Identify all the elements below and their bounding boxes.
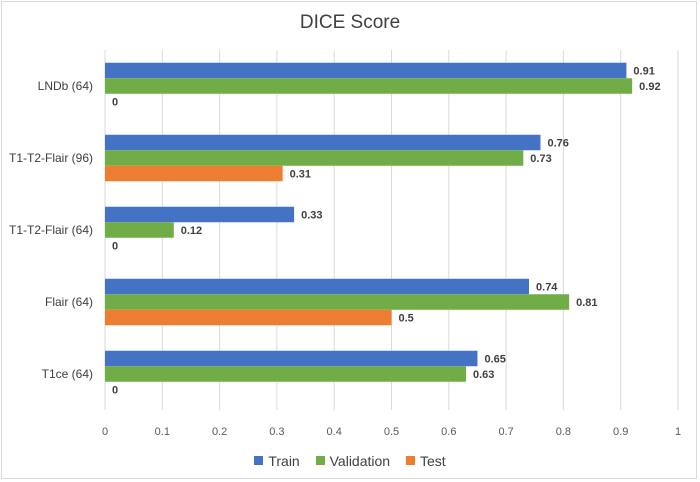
category-label: Flair (64)	[45, 295, 93, 309]
bar-validation	[105, 78, 633, 94]
x-tick-label: 1	[675, 426, 681, 438]
chart-legend: Train Validation Test	[0, 452, 700, 469]
category-label: LNDb (64)	[38, 79, 93, 93]
bar-train	[105, 134, 541, 151]
data-label: 0.81	[576, 297, 597, 309]
bar-validation	[105, 222, 174, 238]
legend-swatch-train	[254, 456, 264, 465]
x-tick-label: 0.1	[155, 426, 170, 438]
x-tick-label: 0.6	[441, 426, 456, 438]
data-label: 0.31	[290, 169, 311, 181]
data-label: 0.63	[473, 369, 494, 381]
bar-validation	[105, 150, 524, 166]
bar-train	[105, 350, 478, 367]
data-label: 0.76	[547, 138, 568, 150]
category-label: T1-T2-Flair (64)	[9, 223, 93, 237]
chart-title: DICE Score	[299, 12, 401, 33]
bar-train	[105, 278, 530, 295]
data-label: 0	[112, 385, 118, 397]
legend-item-test: Test	[405, 452, 446, 469]
data-label: 0.74	[536, 282, 558, 294]
data-label: 0.91	[633, 66, 654, 78]
data-label: 0.12	[181, 225, 202, 237]
legend-label-validation: Validation	[329, 452, 391, 469]
legend-label-train: Train	[268, 452, 300, 469]
x-tick-label: 0.9	[613, 426, 628, 438]
data-label: 0	[112, 241, 118, 253]
data-label: 0.65	[484, 354, 505, 366]
category-label: T1-T2-Flair (96)	[9, 151, 93, 165]
data-label: 0.33	[301, 210, 322, 222]
x-tick-label: 0.7	[498, 426, 513, 438]
bar-train	[105, 62, 627, 79]
legend-item-validation: Validation	[315, 452, 391, 469]
data-label: 0.5	[399, 313, 414, 325]
data-label: 0.92	[639, 81, 660, 93]
legend-swatch-test	[405, 456, 415, 465]
data-label: 0.73	[530, 153, 551, 165]
data-label: 0	[112, 97, 118, 109]
legend-swatch-validation	[315, 456, 325, 465]
bar-validation	[105, 366, 466, 382]
legend-label-test: Test	[419, 452, 446, 469]
x-tick-label: 0.5	[384, 426, 399, 438]
category-label: T1ce (64)	[42, 367, 93, 381]
bar-validation	[105, 294, 570, 310]
x-tick-label: 0.4	[327, 426, 342, 438]
x-tick-label: 0.8	[556, 426, 571, 438]
x-tick-label: 0.2	[212, 426, 227, 438]
legend-item-train: Train	[254, 452, 300, 469]
x-tick-label: 0	[102, 426, 108, 438]
bar-test	[105, 165, 283, 182]
x-tick-label: 0.3	[269, 426, 284, 438]
bar-test	[105, 309, 392, 326]
bar-train	[105, 206, 295, 223]
